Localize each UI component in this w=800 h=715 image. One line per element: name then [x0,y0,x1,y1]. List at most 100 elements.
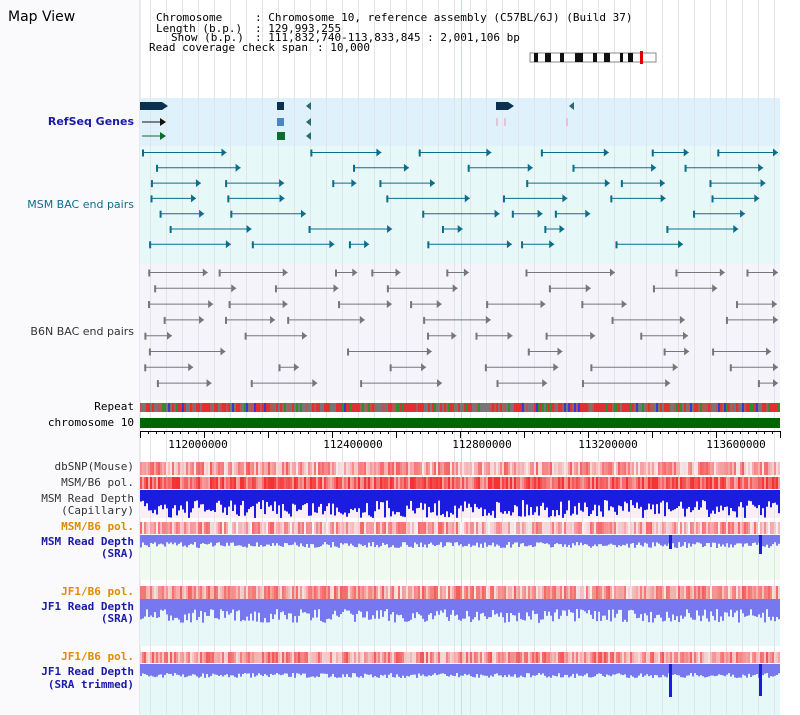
track-label-dbsnp[interactable]: dbSNP(Mouse) [54,460,134,473]
heat-cell [372,462,374,475]
depth-bar [362,490,364,513]
depth-bar [488,535,490,546]
heat-cell [614,652,616,663]
track-label-msm-b6-pol-1[interactable]: MSM/B6 pol. [61,476,134,489]
depth-bar [602,490,604,517]
heat-cell [402,462,404,475]
heat-cell [578,477,580,489]
depth-bar [496,490,498,502]
depth-bar [356,664,358,677]
heat-cell [746,477,748,489]
heat-cell [724,586,726,599]
depth-bar [370,535,372,547]
depth-bar [258,664,260,674]
heat-cell [182,652,184,663]
depth-bar [524,599,526,621]
heat-cell [324,522,326,534]
repeat-segment [266,403,268,412]
depth-bar [246,599,248,617]
heat-cell [392,652,394,663]
depth-bar [706,490,708,510]
depth-bar [418,599,420,615]
heat-cell [568,477,570,489]
depth-bar [286,535,288,544]
heat-cell [470,652,472,663]
track-label-b6n-bac[interactable]: B6N BAC end pairs [30,325,134,338]
heat-cell [332,477,334,489]
heat-cell [272,522,274,534]
track-label-jf1-b6-pol-2[interactable]: JF1/B6 pol. [61,650,134,663]
track-label-refseq[interactable]: RefSeq Genes [47,115,134,128]
repeat-segment [146,403,148,412]
heat-cell [640,652,642,663]
depth-bar [378,490,380,510]
heat-cell [282,586,284,599]
heat-cell [698,652,700,663]
heat-cell [288,462,290,475]
heat-cell [740,586,742,599]
depth-bar [692,490,694,511]
bac-end-marker [386,195,389,203]
heat-cell [484,462,486,475]
heat-cell [476,477,478,489]
track-label-msm-bac[interactable]: MSM BAC end pairs [27,198,134,211]
heat-cell [306,462,308,475]
heat-cell [182,586,184,599]
heat-cell [208,462,210,475]
heat-cell [164,652,166,663]
bac-end-marker [725,316,728,324]
heat-cell [206,462,208,475]
depth-bar [228,599,230,615]
heat-cell [520,586,522,599]
heat-cell [218,477,220,489]
heat-cell [722,652,724,663]
track-label-msm-depth-sra[interactable]: MSM Read Depth [41,535,134,548]
heat-cell [302,477,304,489]
depth-bar [382,664,384,676]
repeat-segment [698,403,700,412]
depth-bar [584,599,586,612]
depth-bar [696,490,698,502]
depth-bar [410,535,412,547]
heat-cell [410,522,412,534]
heat-cell [406,462,408,475]
heat-cell [400,586,402,599]
depth-bar [174,490,176,506]
depth-bar [342,535,344,545]
depth-bar [776,599,778,617]
repeat-segment [374,403,376,412]
depth-bar [260,490,262,510]
heat-cell [602,652,604,663]
depth-bar [314,490,316,513]
depth-bar [682,535,684,546]
depth-bar [256,535,258,543]
heat-cell [248,462,250,475]
depth-bar [550,664,552,678]
track-label-msm-b6-pol-2[interactable]: MSM/B6 pol. [61,520,134,533]
heat-cell [186,462,188,475]
track-label-jf1-depth-trim[interactable]: JF1 Read Depth [41,665,134,678]
heat-cell [248,522,250,534]
depth-bar [354,664,356,674]
track-label-jf1-depth-sra[interactable]: JF1 Read Depth [41,600,134,613]
heat-cell [230,477,232,489]
depth-bar [150,535,152,543]
heat-cell [448,586,450,599]
depth-bar [534,490,536,513]
heat-cell [278,652,280,663]
depth-bar [464,664,466,674]
heat-cell [336,652,338,663]
depth-bar [360,664,362,677]
heat-cell [288,477,290,489]
track-label-msm-depth-cap[interactable]: MSM Read Depth [41,492,134,505]
heat-cell [374,652,376,663]
track-label-repeat[interactable]: Repeat [94,400,134,413]
heat-cell [732,522,734,534]
depth-bar [774,664,776,676]
track-label-jf1-b6-pol-1[interactable]: JF1/B6 pol. [61,585,134,598]
depth-bar [516,599,518,622]
repeat-segment [770,403,772,412]
heat-cell [250,522,252,534]
heat-cell [406,477,408,489]
heat-cell [212,477,214,489]
